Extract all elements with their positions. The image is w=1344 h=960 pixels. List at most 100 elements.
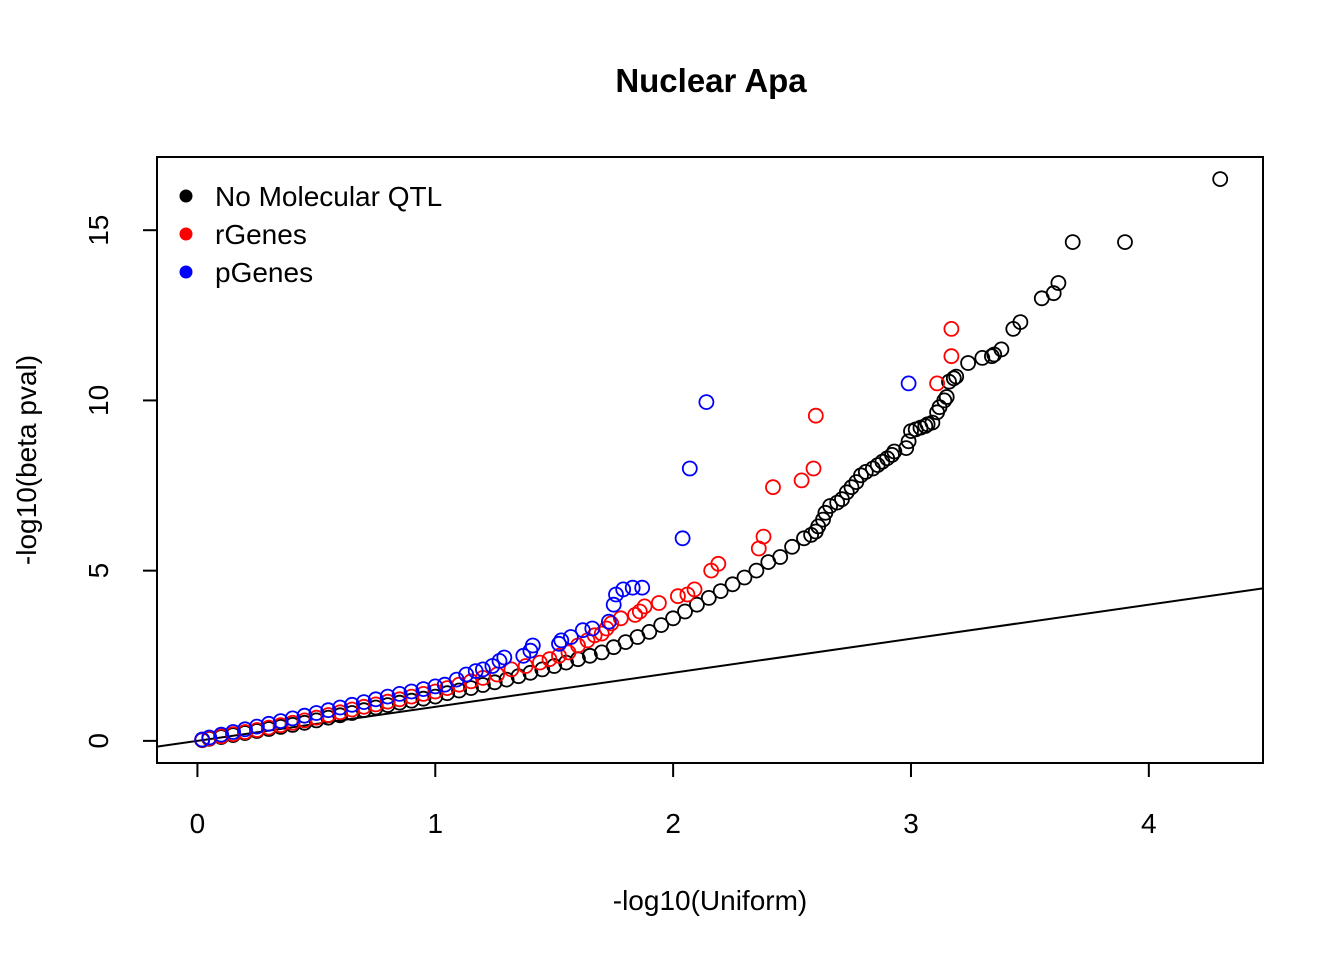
- data-point: [681, 460, 698, 477]
- data-point: [498, 671, 515, 688]
- legend-marker: [179, 189, 193, 203]
- data-point: [467, 663, 484, 679]
- data-point: [627, 607, 643, 623]
- data-point: [677, 603, 693, 620]
- data-point: [807, 523, 824, 540]
- data-point: [869, 457, 886, 474]
- data-point: [355, 698, 372, 715]
- data-point: [296, 707, 313, 724]
- legend-marker: [179, 265, 193, 279]
- data-point: [608, 586, 624, 603]
- data-point: [593, 625, 610, 642]
- data-point: [1117, 234, 1133, 251]
- data-point: [355, 694, 372, 710]
- data-point: [807, 407, 824, 424]
- data-point: [1064, 234, 1081, 251]
- data-point: [703, 562, 720, 579]
- data-point: [237, 721, 253, 738]
- data-point: [284, 710, 301, 727]
- data-point: [344, 696, 360, 713]
- data-point: [941, 373, 957, 390]
- x-axis: 0 1 2 3 4: [190, 763, 1157, 839]
- data-point: [379, 688, 396, 705]
- data-point: [1005, 320, 1022, 337]
- x-tick-label: 4: [1141, 808, 1157, 839]
- data-point: [760, 554, 777, 570]
- data-point: [574, 622, 591, 639]
- data-point: [857, 463, 874, 480]
- data-point: [670, 588, 686, 605]
- data-point: [817, 504, 834, 521]
- data-point: [679, 586, 696, 603]
- data-point: [843, 479, 860, 496]
- data-point: [541, 651, 558, 668]
- data-point: [865, 460, 881, 477]
- data-point: [943, 320, 960, 337]
- data-point: [308, 705, 325, 721]
- data-point: [403, 692, 420, 709]
- data-point: [391, 691, 408, 708]
- y-axis-label: -log10(beta pval): [11, 355, 42, 565]
- x-tick-label: 2: [665, 808, 681, 839]
- data-point: [515, 647, 532, 664]
- data-point: [296, 712, 313, 729]
- x-axis-label: -log10(Uniform): [613, 885, 808, 916]
- data-point: [943, 348, 960, 365]
- data-point: [986, 346, 1003, 363]
- data-point: [451, 682, 468, 699]
- data-point: [284, 714, 301, 731]
- data-point: [829, 494, 846, 511]
- series-pgenes: [194, 375, 917, 748]
- data-point: [248, 718, 265, 735]
- x-tick-label: 1: [427, 808, 443, 839]
- data-point: [874, 453, 891, 470]
- data-point: [665, 610, 681, 627]
- data-point: [201, 729, 218, 746]
- data-point: [1212, 171, 1229, 188]
- data-point: [551, 647, 567, 664]
- data-point: [532, 654, 548, 671]
- data-point: [260, 719, 277, 736]
- data-point: [689, 596, 705, 613]
- x-tick-label: 0: [190, 808, 206, 839]
- data-point: [1033, 290, 1050, 307]
- data-point: [439, 685, 456, 702]
- data-point: [553, 632, 570, 649]
- chart-title: Nuclear Apa: [615, 62, 807, 99]
- data-point: [974, 349, 991, 366]
- data-point: [900, 433, 917, 450]
- data-point: [458, 666, 475, 683]
- y-tick-label: 5: [83, 563, 114, 579]
- x-tick-label: 3: [903, 808, 919, 839]
- data-point: [332, 704, 349, 721]
- data-point: [601, 613, 617, 630]
- data-point: [427, 688, 444, 705]
- data-point: [900, 375, 917, 392]
- data-point: [367, 696, 384, 713]
- data-point: [367, 691, 384, 708]
- data-point: [403, 683, 420, 700]
- data-point: [484, 658, 501, 674]
- data-point: [194, 731, 211, 748]
- reference-line: [157, 587, 1263, 748]
- data-point: [803, 527, 819, 543]
- data-point: [320, 702, 337, 719]
- data-point: [1050, 275, 1067, 291]
- data-point: [848, 474, 865, 491]
- legend-label: rGenes: [215, 219, 307, 250]
- plot-frame: [156, 156, 1264, 764]
- data-point: [436, 676, 453, 693]
- data-point: [750, 540, 767, 557]
- data-point: [391, 686, 408, 702]
- data-point: [631, 603, 648, 620]
- data-point: [272, 717, 289, 734]
- data-point: [793, 472, 810, 489]
- data-point: [796, 530, 812, 547]
- data-point: [463, 680, 479, 696]
- data-point: [225, 724, 242, 740]
- data-point: [439, 680, 456, 696]
- data-point: [945, 370, 962, 387]
- data-point: [700, 590, 717, 606]
- data-point: [698, 394, 715, 411]
